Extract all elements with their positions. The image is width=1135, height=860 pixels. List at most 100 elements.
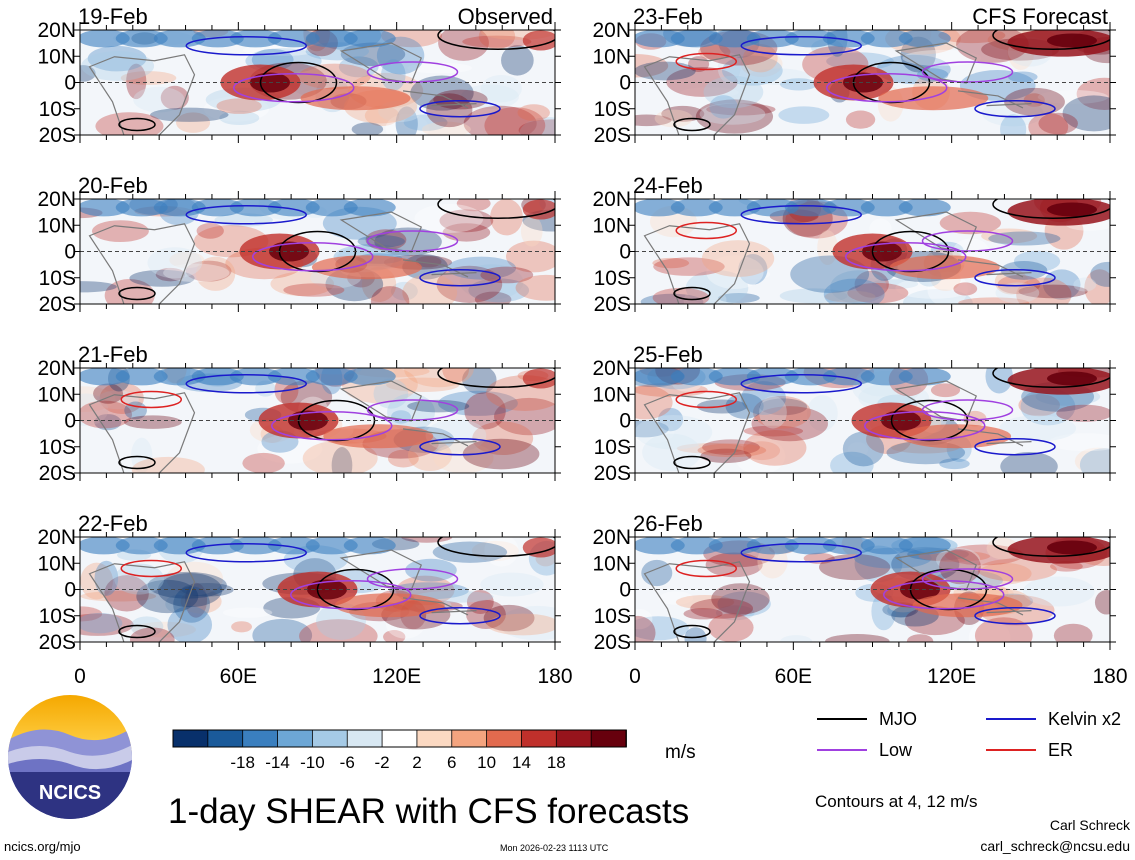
colorbar-tick: 2: [412, 753, 421, 772]
lat-label: 20N: [592, 357, 631, 380]
lat-label: 10S: [594, 605, 631, 628]
contour-note: Contours at 4, 12 m/s: [815, 792, 978, 811]
footer-email: carl_schreck@ncsu.edu: [980, 838, 1130, 854]
lat-label: 0: [619, 72, 631, 95]
panel-date: 24-Feb: [633, 173, 703, 198]
lat-label: 10N: [592, 383, 631, 406]
logo-text: NCICS: [39, 782, 101, 804]
lon-label: 120E: [927, 665, 976, 688]
colorbar-tick: -14: [265, 753, 290, 772]
panel-date: 26-Feb: [633, 511, 703, 536]
lat-label: 10N: [592, 214, 631, 237]
colorbar-tick: 10: [477, 753, 496, 772]
colorbar-swatch: [381, 729, 418, 748]
lon-label: 60E: [775, 665, 812, 688]
panel-20-Feb: 20N 10N 0 10S 20S 20-Feb: [37, 173, 561, 316]
lon-label: 180: [1092, 665, 1127, 688]
lat-label: 20S: [39, 631, 76, 654]
lon-label: 180: [537, 665, 572, 688]
colorbar-swatch: [172, 729, 209, 748]
lat-label: 0: [64, 579, 76, 602]
legend-label: ER: [1048, 740, 1073, 760]
lat-label: 20S: [594, 124, 631, 147]
lat-label: 0: [619, 410, 631, 433]
lon-label: 60E: [220, 665, 257, 688]
footer-author: Carl Schreck: [1050, 817, 1131, 833]
lat-label: 20S: [594, 631, 631, 654]
lon-label: 0: [629, 665, 641, 688]
colorbar-swatch: [555, 729, 593, 748]
colorbar-swatch: [590, 729, 627, 748]
lat-label: 20S: [39, 124, 76, 147]
panel-tag: Observed: [458, 4, 553, 29]
colorbar-swatch: [521, 729, 558, 748]
shear-field: [80, 30, 555, 135]
shear-field: [80, 199, 555, 304]
shear-field: [635, 199, 1110, 304]
lat-label: 10S: [39, 267, 76, 290]
legend: MJO Kelvin x2 Low ER: [817, 709, 1121, 760]
lon-label: 0: [74, 665, 86, 688]
colorbar-swatch: [416, 729, 453, 748]
lat-label: 20N: [37, 188, 76, 211]
ncics-logo: NCICS: [8, 695, 132, 819]
colorbar-units: m/s: [665, 742, 696, 763]
colorbar-tick: 18: [547, 753, 566, 772]
colorbar-tick: 14: [512, 753, 531, 772]
shear-field: [80, 537, 555, 642]
lat-label: 20N: [592, 188, 631, 211]
lat-label: 20N: [37, 526, 76, 549]
shear-field: [635, 30, 1110, 135]
lat-label: 10N: [37, 383, 76, 406]
colorbar-tick: 6: [447, 753, 456, 772]
lat-label: 0: [619, 579, 631, 602]
lat-label: 10S: [594, 98, 631, 121]
lat-label: 10N: [37, 214, 76, 237]
colorbar-tick: -6: [340, 753, 355, 772]
legend-label: Kelvin x2: [1048, 709, 1121, 729]
lat-label: 0: [619, 241, 631, 264]
lat-label: 10S: [39, 98, 76, 121]
lon-label: 120E: [372, 665, 421, 688]
colorbar-tick: -10: [300, 753, 325, 772]
panel-19-Feb: 20N 10N 0 10S 20S 19-Feb Observed: [37, 4, 561, 147]
lat-label: 10N: [592, 45, 631, 68]
colorbar-swatch: [486, 729, 523, 748]
lat-label: 20S: [594, 462, 631, 485]
colorbar-swatch: [311, 729, 349, 748]
shear-field: [80, 368, 555, 473]
legend-label: Low: [879, 740, 913, 760]
panel-21-Feb: 20N 10N 0 10S 20S 21-Feb: [37, 342, 561, 485]
footer-timestamp: Mon 2026-02-23 1113 UTC: [500, 843, 609, 853]
shear-field: [635, 368, 1110, 473]
legend-label: MJO: [879, 709, 917, 729]
lat-label: 10N: [37, 552, 76, 575]
panel-22-Feb: 20N 10N 0 10S 20S 22-Feb: [37, 511, 561, 654]
colorbar-swatch: [207, 729, 244, 748]
lat-label: 20S: [39, 462, 76, 485]
colorbar-tick: -2: [375, 753, 390, 772]
panel-date: 22-Feb: [78, 511, 148, 536]
colorbar-swatch: [242, 729, 279, 748]
lat-label: 10S: [39, 436, 76, 459]
colorbar: -18 -14 -10 -6 -2 2 6 10 14 18: [172, 729, 627, 772]
panel-24-Feb: 20N 10N 0 10S 20S 24-Feb: [592, 173, 1116, 316]
lat-label: 20N: [37, 19, 76, 42]
panel-date: 19-Feb: [78, 4, 148, 29]
lat-label: 20N: [592, 19, 631, 42]
lat-label: 0: [64, 72, 76, 95]
footer-url: ncics.org/mjo: [4, 839, 81, 854]
panel-tag: CFS Forecast: [972, 4, 1108, 29]
lat-label: 10S: [594, 267, 631, 290]
lat-label: 20S: [39, 293, 76, 316]
colorbar-tick: -18: [230, 753, 255, 772]
panel-26-Feb: 20N 10N 0 10S 20S 26-Feb: [592, 511, 1116, 654]
shear-field: [635, 537, 1110, 642]
lat-label: 20N: [592, 526, 631, 549]
colorbar-swatch: [346, 729, 383, 748]
panel-date: 23-Feb: [633, 4, 703, 29]
panel-23-Feb: 20N 10N 0 10S 20S 23-Feb CFS Forecast: [592, 4, 1116, 147]
lat-label: 0: [64, 241, 76, 264]
colorbar-swatch: [451, 729, 488, 748]
